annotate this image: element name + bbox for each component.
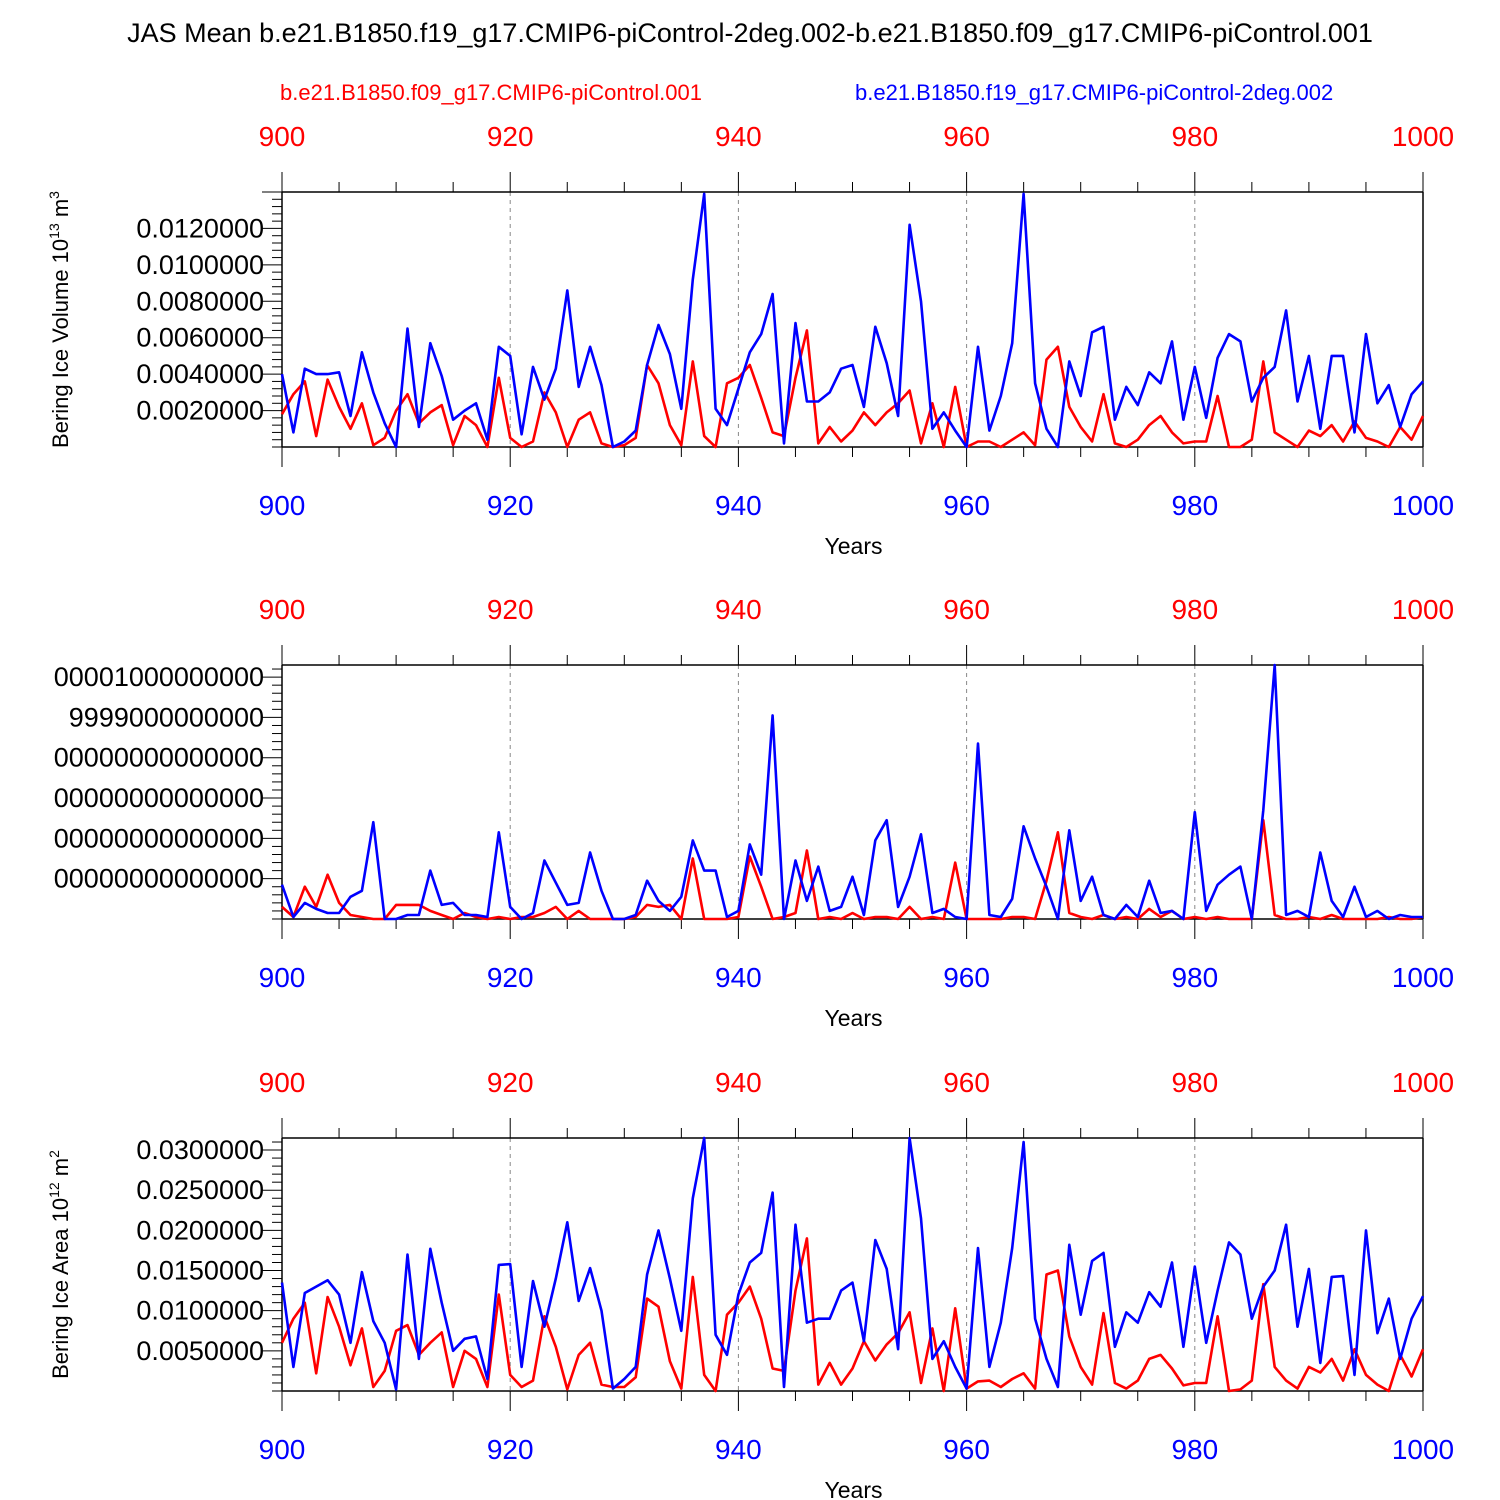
- x-tick-label-top: 980: [1171, 121, 1218, 152]
- x-tick-label-top: 920: [487, 1067, 534, 1098]
- y-tick-label: 00000000000000: [54, 823, 264, 853]
- x-tick-label-bottom: 920: [487, 490, 534, 521]
- x-tick-label-bottom: 900: [259, 962, 306, 993]
- x-tick-label-bottom: 920: [487, 962, 534, 993]
- x-tick-label-bottom: 1000: [1392, 1434, 1454, 1465]
- y-tick-label: 0.0040000: [136, 359, 264, 389]
- y-tick-label: 0.0150000: [136, 1256, 264, 1286]
- x-tick-label-bottom: 960: [943, 1434, 990, 1465]
- x-tick-label-top: 960: [943, 594, 990, 625]
- x-tick-label-top: 960: [943, 121, 990, 152]
- series-line-red: [280, 1237, 1425, 1393]
- x-axis-title: Years: [825, 1005, 883, 1031]
- y-tick-label: 00001000000000: [54, 662, 264, 692]
- x-tick-label-bottom: 960: [943, 490, 990, 521]
- y-axis-title-unit-exponent: 3: [46, 191, 62, 199]
- y-axis-title: Bering Ice Area 1012 m2: [46, 1150, 73, 1379]
- x-tick-label-bottom: 1000: [1392, 490, 1454, 521]
- y-axis-title-unit: m: [48, 1158, 73, 1182]
- y-tick-label: 00000000000000: [54, 864, 264, 894]
- series-line-blue: [280, 663, 1423, 921]
- y-axis-title-text: Bering Ice Volume 10: [48, 239, 73, 448]
- series-line-blue: [280, 1136, 1425, 1391]
- y-axis-title-exponent: 12: [46, 1182, 62, 1198]
- y-tick-label: 0.0300000: [136, 1135, 264, 1165]
- x-tick-label-top: 980: [1171, 594, 1218, 625]
- x-tick-label-top: 980: [1171, 1067, 1218, 1098]
- panel-3: 900 900 920 920 940 940 960 960 980 980 1000 1000 Ye…: [46, 1067, 1454, 1500]
- x-tick-label-top: 940: [715, 121, 762, 152]
- x-tick-label-top: 940: [715, 594, 762, 625]
- y-tick-label: 0.0020000: [136, 396, 264, 426]
- y-tick-label: 0.0100000: [136, 250, 264, 280]
- x-tick-label-top: 900: [259, 121, 306, 152]
- y-axis-title-unit-exponent: 2: [46, 1150, 62, 1158]
- x-tick-label-bottom: 960: [943, 962, 990, 993]
- x-tick-label-top: 940: [715, 1067, 762, 1098]
- y-axis-title-exponent: 13: [46, 223, 62, 239]
- y-axis-title-unit: m: [48, 199, 73, 223]
- x-tick-label-bottom: 940: [715, 490, 762, 521]
- x-tick-label-bottom: 980: [1171, 1434, 1218, 1465]
- x-tick-label-bottom: 980: [1171, 490, 1218, 521]
- y-axis-title: Bering Ice Volume 1013 m3: [46, 191, 73, 448]
- x-tick-label-bottom: 900: [259, 490, 306, 521]
- x-tick-label-bottom: 940: [715, 1434, 762, 1465]
- y-tick-label: 00000000000000: [54, 783, 264, 813]
- x-tick-label-bottom: 1000: [1392, 962, 1454, 993]
- x-tick-label-top: 920: [487, 594, 534, 625]
- y-tick-label: 9999000000000: [69, 702, 264, 732]
- y-tick-label: 0.0100000: [136, 1296, 264, 1326]
- legend-entry-red: b.e21.B1850.f09_g17.CMIP6-piControl.001: [280, 80, 702, 105]
- x-tick-label-top: 1000: [1392, 1067, 1454, 1098]
- panel-2: 900 900 920 920 940 940 960 960 980 980 1000 1000 Ye…: [54, 594, 1454, 1031]
- chart-title: JAS Mean b.e21.B1850.f19_g17.CMIP6-piCon…: [127, 18, 1373, 48]
- x-axis-title: Years: [825, 1477, 883, 1500]
- x-tick-label-top: 1000: [1392, 121, 1454, 152]
- x-tick-label-top: 960: [943, 1067, 990, 1098]
- y-tick-label: 0.0050000: [136, 1336, 264, 1366]
- y-tick-label: 0.0080000: [136, 286, 264, 316]
- x-tick-label-top: 900: [259, 1067, 306, 1098]
- y-tick-label: 0.0200000: [136, 1215, 264, 1245]
- x-tick-label-bottom: 920: [487, 1434, 534, 1465]
- x-tick-label-top: 920: [487, 121, 534, 152]
- x-tick-label-bottom: 940: [715, 962, 762, 993]
- y-axis-title-text: Bering Ice Area 10: [48, 1198, 73, 1379]
- series-line-blue: [280, 192, 1424, 449]
- x-axis-title: Years: [825, 533, 883, 559]
- x-tick-label-bottom: 900: [259, 1434, 306, 1465]
- series-line-red: [280, 329, 1425, 449]
- x-tick-label-bottom: 980: [1171, 962, 1218, 993]
- panel-1: 900 900 920 920 940 940 960 960 980 980 1000 1000 Ye…: [46, 121, 1454, 559]
- legend-entry-blue: b.e21.B1850.f19_g17.CMIP6-piControl-2deg…: [855, 80, 1334, 105]
- y-tick-label: 0.0060000: [136, 323, 264, 353]
- y-tick-label: 0.0120000: [136, 213, 264, 243]
- x-tick-label-top: 1000: [1392, 594, 1454, 625]
- x-tick-label-top: 900: [259, 594, 306, 625]
- y-tick-label: 00000000000000: [54, 743, 264, 773]
- y-tick-label: 0.0250000: [136, 1175, 264, 1205]
